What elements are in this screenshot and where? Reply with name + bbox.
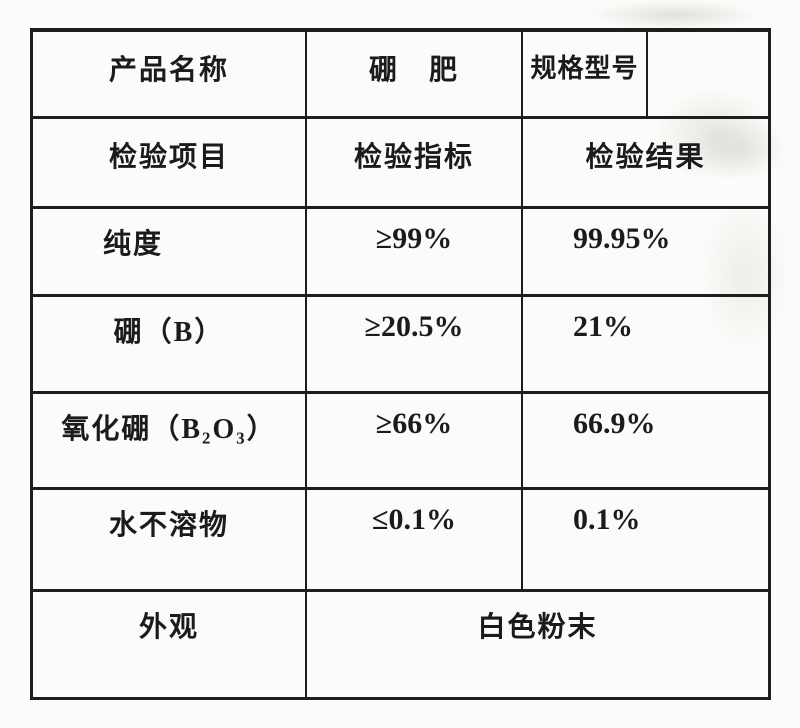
item-label: 氧化硼（B₂O₃） <box>33 394 307 487</box>
appearance-value: 白色粉末 <box>477 612 598 643</box>
table-row-appearance: 外观 白色粉末 <box>33 592 768 697</box>
spec-model-label: 规格型号 <box>523 32 648 116</box>
table-row-headers: 检验项目 检验指标 检验结果 <box>33 119 768 209</box>
product-name-label: 产品名称 <box>33 32 307 116</box>
standard-value: ≥99% <box>307 209 523 294</box>
item-label-text: 纯度 <box>102 229 163 260</box>
product-name-value: 硼 肥 <box>307 32 523 116</box>
item-label: 纯度 <box>33 209 307 294</box>
table-row-boron: 硼（B） ≥20.5% 21% <box>33 297 768 394</box>
item-label: 硼（B） <box>33 297 307 391</box>
table-row-water-insoluble: 水不溶物 ≤0.1% 0.1% <box>33 490 768 592</box>
table-row-purity: 纯度 ≥99% 99.95% <box>33 209 768 297</box>
result-value: 99.95% <box>573 222 671 255</box>
spec-model-value <box>648 32 768 116</box>
column-header-item: 检验项目 <box>33 119 307 206</box>
standard-value: ≥66% <box>307 394 523 487</box>
column-header-standard: 检验指标 <box>307 119 523 206</box>
result-value: 21% <box>573 310 633 343</box>
result-value: 0.1% <box>573 503 641 536</box>
standard-value: ≥20.5% <box>307 297 523 391</box>
scan-smudge <box>590 0 760 30</box>
column-header-result: 检验结果 <box>585 142 706 173</box>
table-row-product: 产品名称 硼 肥 规格型号 <box>33 32 768 119</box>
appearance-label: 外观 <box>33 592 307 697</box>
standard-value: ≤0.1% <box>307 490 523 589</box>
table-row-boron-oxide: 氧化硼（B₂O₃） ≥66% 66.9% <box>33 394 768 490</box>
item-label: 水不溶物 <box>33 490 307 589</box>
result-value: 66.9% <box>573 407 656 440</box>
inspection-table: 产品名称 硼 肥 规格型号 检验项目 检验指标 检验结果 纯度 ≥99% 99.… <box>30 28 771 700</box>
